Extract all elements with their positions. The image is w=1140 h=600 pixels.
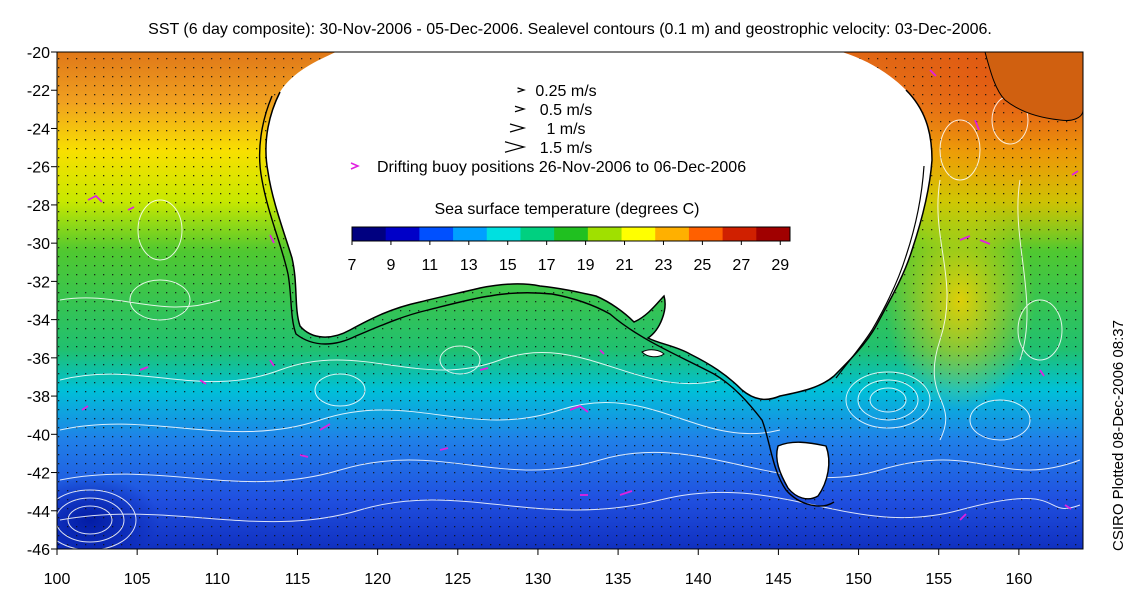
colorbar-segment xyxy=(453,227,488,241)
colorbar-segment xyxy=(621,227,656,241)
y-tick-label: -34 xyxy=(27,313,50,330)
coastline xyxy=(265,89,933,401)
x-tick-label: 135 xyxy=(605,571,632,588)
colorbar-frame xyxy=(351,226,791,242)
y-tick-label: -26 xyxy=(27,160,50,177)
x-tick-label: 150 xyxy=(845,571,872,588)
y-tick-label: -36 xyxy=(27,351,50,368)
colorbar-segment xyxy=(419,227,454,241)
island-new-zealand xyxy=(984,52,1083,121)
x-tick-label: 120 xyxy=(364,571,391,588)
y-tick-label: -28 xyxy=(27,198,50,215)
island-kangaroo xyxy=(641,349,665,358)
map-area xyxy=(57,52,1083,549)
velocity-arrow xyxy=(517,87,526,93)
colorbar-tick-label: 15 xyxy=(499,257,517,274)
x-tick-label: 110 xyxy=(205,571,231,588)
y-tick-label: -44 xyxy=(27,504,50,521)
x-tick-label: 155 xyxy=(925,571,952,588)
continent-australia xyxy=(265,52,933,400)
x-tick-label: 140 xyxy=(685,571,712,588)
map-frame xyxy=(56,51,1084,550)
colorbar-tick-label: 9 xyxy=(386,257,395,274)
y-axis: -20 -22 -24 -26 -28 -30 -32 -34 -36 -38 -40 -42 -44 -… xyxy=(27,45,57,559)
buoy-marker xyxy=(350,162,360,170)
velocity-arrow xyxy=(514,105,527,113)
y-tick-label: -30 xyxy=(27,236,50,253)
colorbar-tick-label: 25 xyxy=(694,257,712,274)
colorbar-segment xyxy=(554,227,589,241)
legend-panel: 0.25 m/s 0.5 m/s 1 m/s 1.5 m/s Drifting buo… xyxy=(348,83,791,274)
y-tick-label: -42 xyxy=(27,466,50,483)
colorbar-tick-label: 21 xyxy=(616,257,634,274)
y-tick-label: -22 xyxy=(27,83,50,100)
y-tick-label: -46 xyxy=(27,542,50,559)
colorbar-segment xyxy=(352,227,387,241)
sst-colorbar xyxy=(351,226,791,242)
x-tick-label: 130 xyxy=(525,571,552,588)
y-tick-label: -38 xyxy=(27,389,50,406)
colorbar-segment xyxy=(385,227,420,241)
velocity-label: 1.5 m/s xyxy=(540,140,592,157)
colorbar-tick-label: 19 xyxy=(577,257,595,274)
isobath-200m-east xyxy=(835,165,925,379)
y-tick-label: -32 xyxy=(27,274,50,291)
colorbar-tick-label: 13 xyxy=(460,257,478,274)
x-axis: 100 105 110 115 120 125 130 135 140 145 150 155 160 xyxy=(44,549,1033,588)
x-tick-label: 160 xyxy=(1006,571,1033,588)
colorbar-segment xyxy=(520,227,555,241)
colorbar-segment xyxy=(587,227,623,241)
colorbar-segment xyxy=(756,227,791,241)
velocity-arrow xyxy=(504,141,527,153)
x-tick-label: 125 xyxy=(444,571,471,588)
velocity-label: 1 m/s xyxy=(546,121,585,138)
colorbar-tick-label: 7 xyxy=(348,257,357,274)
colorbar-tick-label: 11 xyxy=(422,257,439,274)
map-title: SST (6 day composite): 30-Nov-2006 - 05-… xyxy=(148,21,992,38)
colorbar-segment xyxy=(655,227,690,241)
colorbar-segment xyxy=(486,227,521,241)
velocity-arrow xyxy=(509,123,527,133)
colorbar-segment xyxy=(722,227,757,241)
island-tasmania xyxy=(776,441,830,500)
x-tick-label: 100 xyxy=(44,571,71,588)
y-tick-label: -40 xyxy=(27,427,50,444)
colorbar-tick-label: 23 xyxy=(655,257,673,274)
velocity-legend: 0.25 m/s 0.5 m/s 1 m/s 1.5 m/s xyxy=(504,83,597,157)
colorbar-ticks: 7 9 11 13 15 17 19 21 23 25 27 29 xyxy=(348,241,789,274)
buoy-legend-label: Drifting buoy positions 26-Nov-2006 to 0… xyxy=(377,159,746,176)
x-tick-label: 105 xyxy=(124,571,151,588)
x-tick-label: 115 xyxy=(285,571,311,588)
sealevel-contours xyxy=(57,95,1081,549)
drifting-buoy-tracks xyxy=(81,69,1079,521)
velocity-label: 0.25 m/s xyxy=(535,83,596,100)
isobath-200m xyxy=(258,95,835,507)
colorbar-tick-label: 29 xyxy=(771,257,789,274)
colorbar-tick-label: 17 xyxy=(538,257,556,274)
velocity-label: 0.5 m/s xyxy=(540,102,592,119)
x-tick-label: 145 xyxy=(765,571,792,588)
y-tick-label: -24 xyxy=(27,121,50,138)
y-tick-label: -20 xyxy=(27,45,50,62)
colorbar-title: Sea surface temperature (degrees C) xyxy=(434,201,699,218)
colorbar-segment xyxy=(688,227,724,241)
colorbar-tick-label: 27 xyxy=(732,257,750,274)
